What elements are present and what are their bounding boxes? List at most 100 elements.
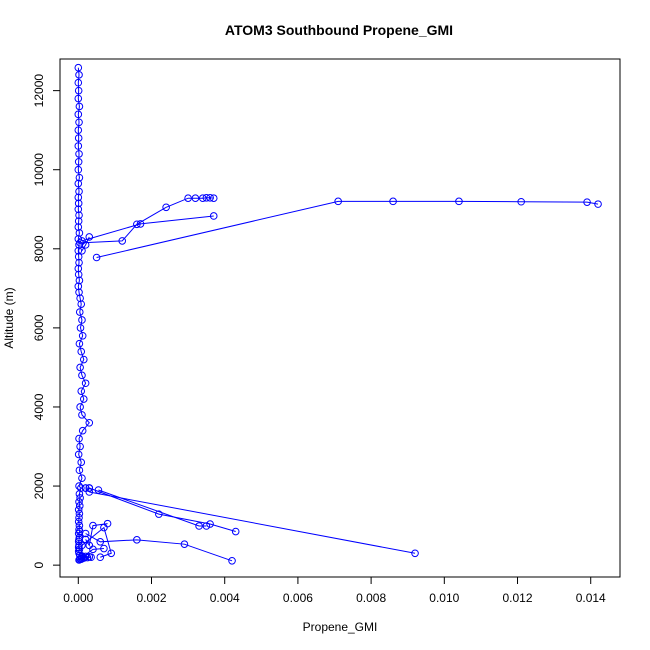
y-tick-label: 2000 [32, 472, 46, 499]
data-point [75, 102, 84, 111]
data-point [76, 239, 84, 247]
x-tick-label: 0.000 [63, 591, 93, 605]
data-point [77, 347, 86, 356]
data-point [74, 282, 83, 291]
y-tick-label: 0 [32, 561, 46, 568]
data-point [75, 434, 83, 443]
chart-title: ATOM3 Southbound Propene_GMI [225, 22, 453, 38]
data-point [74, 158, 83, 166]
data-point [191, 194, 200, 202]
data-point [74, 78, 83, 87]
data-point [89, 545, 97, 554]
data-point [74, 223, 83, 231]
data-point [79, 355, 88, 364]
data-point [231, 527, 240, 536]
data-point [87, 553, 95, 562]
data-point [85, 233, 94, 241]
data-point [411, 549, 419, 558]
data-series [85, 484, 240, 536]
series-line [81, 215, 214, 242]
data-point [75, 498, 83, 506]
data-point [74, 199, 83, 208]
x-axis-label: Propene_GMI [303, 620, 378, 634]
data-point [78, 474, 86, 482]
y-tick-label: 8000 [32, 235, 46, 262]
y-tick-label: 6000 [32, 314, 46, 341]
data-point [81, 241, 90, 249]
data-point [92, 253, 101, 262]
data-point [75, 173, 84, 182]
data-point [74, 165, 83, 174]
series-line [89, 491, 416, 554]
data-point [74, 193, 83, 202]
data-point [118, 237, 127, 245]
data-point [100, 544, 108, 553]
data-point [75, 521, 84, 530]
data-point [209, 194, 218, 202]
data-point [81, 484, 90, 492]
y-tick-label: 10000 [32, 153, 46, 187]
data-point [75, 71, 83, 79]
data-point [94, 486, 103, 494]
data-point [74, 179, 83, 188]
data-point [75, 187, 83, 196]
data-point [75, 150, 83, 158]
data-point [78, 331, 87, 340]
data-point [76, 403, 84, 411]
data-point [78, 371, 86, 380]
data-point [136, 220, 145, 228]
data-point [133, 536, 141, 544]
data-point [202, 522, 211, 530]
data-point [75, 211, 83, 219]
data-point [74, 252, 83, 261]
data-point [79, 395, 88, 403]
data-point [198, 194, 207, 202]
data-point [184, 194, 192, 202]
data-point [96, 538, 105, 546]
series-line [81, 526, 112, 558]
data-point [107, 549, 116, 558]
x-tick-label: 0.008 [356, 591, 386, 605]
data-point [96, 553, 105, 562]
data-point [74, 217, 83, 225]
data-point [155, 510, 163, 518]
data-point [78, 246, 86, 255]
data-point [594, 200, 602, 208]
data-point [78, 316, 86, 324]
data-point [75, 229, 84, 237]
data-point [74, 134, 83, 142]
data-series [78, 212, 218, 245]
data-point [206, 520, 214, 528]
series-line [85, 533, 233, 562]
x-tick-label: 0.012 [503, 591, 533, 605]
data-point [77, 387, 86, 395]
series-line [98, 489, 207, 527]
data-point [74, 246, 83, 255]
series-line [89, 487, 236, 533]
data-series [76, 193, 218, 247]
data-point [74, 450, 83, 459]
data-point [228, 556, 236, 565]
data-point [77, 458, 86, 467]
data-point [75, 288, 83, 297]
data-point [76, 294, 84, 303]
data-point [74, 505, 83, 514]
data-series [85, 488, 419, 558]
data-point [89, 521, 97, 530]
x-tick-label: 0.010 [429, 591, 459, 605]
x-tick-label: 0.006 [283, 591, 313, 605]
data-point [455, 197, 463, 206]
data-series [74, 63, 95, 564]
data-point [334, 197, 342, 206]
data-point [76, 363, 84, 372]
data-series [78, 523, 116, 562]
data-point [75, 502, 84, 510]
data-point [75, 490, 84, 498]
y-axis: 0 2000 4000 6000 8000 10000 12000 [32, 74, 61, 568]
data-point [583, 198, 591, 206]
data-point [202, 193, 211, 202]
data-point [78, 553, 86, 562]
data-series [81, 484, 94, 492]
data-point [75, 118, 83, 127]
data-series [81, 529, 236, 565]
